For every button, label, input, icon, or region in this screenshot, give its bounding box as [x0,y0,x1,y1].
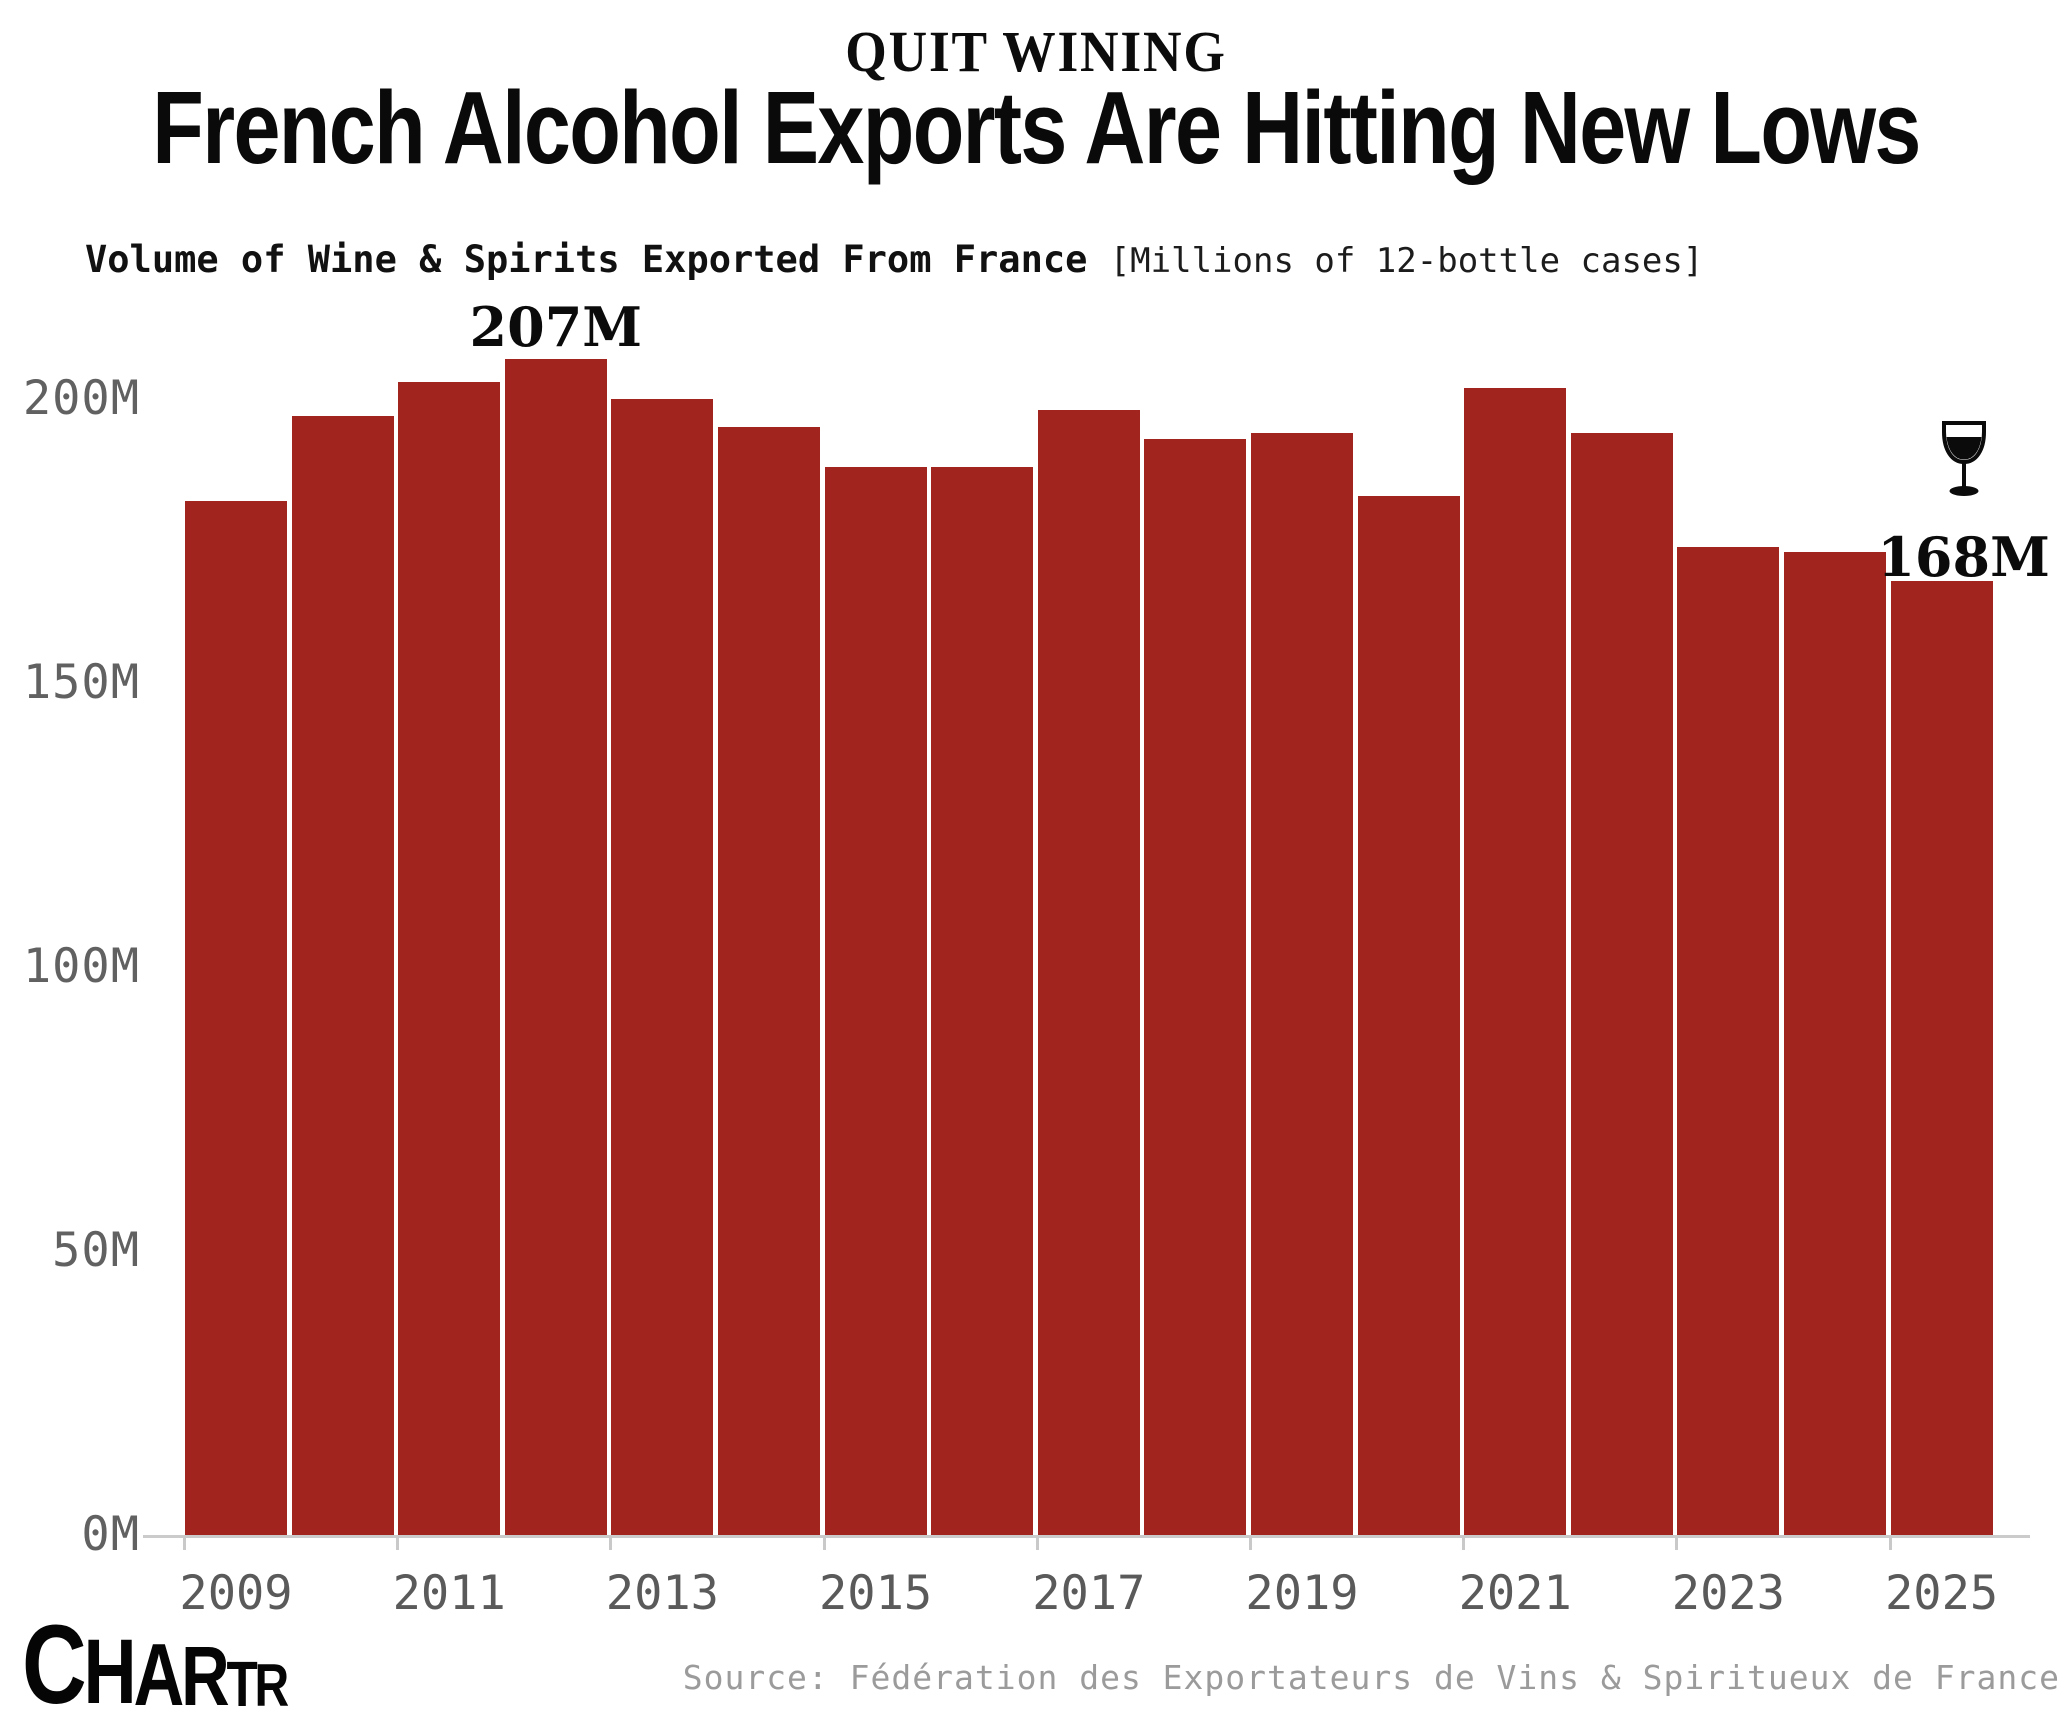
bar-2020 [1357,495,1460,1535]
x-tick-label-2019: 2019 [1245,1566,1359,1621]
bar-2021 [1464,387,1567,1535]
y-tick-label: 200M [22,371,140,426]
logo-letter: H [83,1621,137,1724]
y-tick-label: 0M [81,1507,140,1562]
kicker-title: QUIT WINING [845,19,1227,84]
x-tick-mark [1888,1536,1892,1550]
x-tick-mark [1249,1536,1252,1550]
bar-2010 [291,416,394,1535]
x-tick-label-2023: 2023 [1671,1566,1785,1621]
subtitle-main: Volume of Wine & Spirits Exported From F… [85,238,1088,281]
x-tick-label-2009: 2009 [179,1566,293,1621]
y-tick-label: 150M [22,655,140,710]
bar-2022 [1570,433,1673,1535]
x-tick-label-2021: 2021 [1458,1566,1572,1621]
wine-glass-icon [1941,420,1987,514]
y-axis: 0M 50M 100M 150M 200M [0,0,143,1723]
bar-2014 [718,427,820,1535]
x-tick-label-2017: 2017 [1032,1566,1146,1621]
subtitle-unit-note: [Millions of 12-bottle cases] [1109,241,1704,281]
bar-2025 [1890,580,1993,1535]
x-tick-mark [183,1536,186,1550]
bar-2024 [1784,552,1886,1535]
x-tick-mark [1035,1536,1039,1550]
bar-2023 [1677,546,1780,1535]
bar-2013 [611,399,714,1535]
logo-letter: R [254,1652,290,1719]
x-axis-line [143,1535,2030,1538]
x-tick-mark [822,1536,826,1550]
bar-2016 [931,467,1034,1535]
logo-letter: C [22,1602,87,1727]
logo-letter: T [226,1647,257,1720]
x-tick-label-2013: 2013 [605,1566,719,1621]
bar-2015 [824,467,927,1535]
bar-2012 [504,359,607,1535]
y-tick-label: 50M [52,1223,140,1278]
source-credit: Source: Fédération des Exportateurs de V… [682,1658,2060,1697]
x-tick-mark [1675,1536,1679,1550]
x-tick-mark [1462,1536,1466,1550]
peak-value-label: 207M [469,295,643,360]
x-tick-mark [609,1536,613,1550]
bar-2017 [1037,410,1140,1535]
logo-letter: A [133,1624,184,1724]
x-tick-mark [396,1536,400,1550]
bar-2011 [398,381,501,1535]
x-tick-label-2025: 2025 [1885,1566,1999,1621]
y-tick-label: 100M [22,939,140,994]
page-title: French Alcohol Exports Are Hitting New L… [152,70,1921,185]
plot-area [185,359,1995,1535]
x-tick-label-2015: 2015 [819,1566,933,1621]
bar-2009 [185,501,287,1535]
chart-subtitle: Volume of Wine & Spirits Exported From F… [85,238,1703,281]
logo-letter: R [181,1628,230,1723]
x-tick-label-2011: 2011 [392,1566,506,1621]
latest-value-label: 168M [1877,524,2050,589]
bar-2019 [1251,433,1353,1535]
bar-2018 [1144,438,1247,1535]
